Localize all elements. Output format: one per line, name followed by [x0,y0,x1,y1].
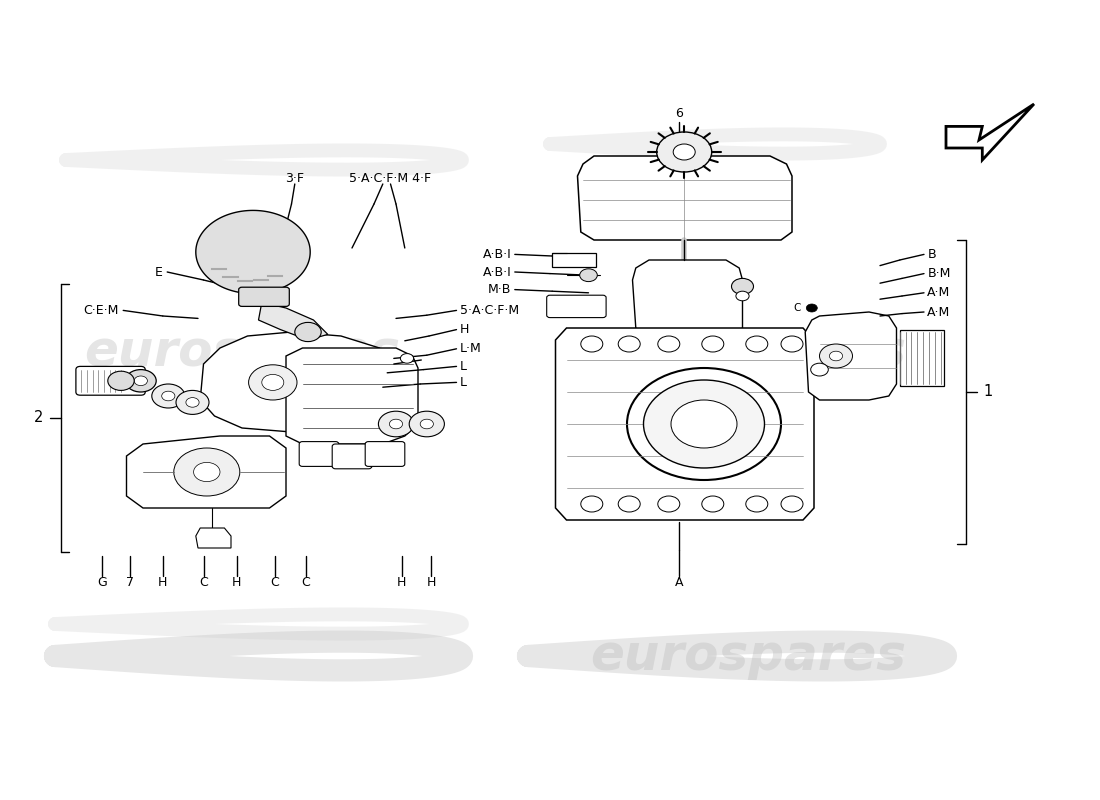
Text: C: C [301,576,310,589]
Text: L: L [460,376,466,389]
Circle shape [176,390,209,414]
Circle shape [134,376,147,386]
Circle shape [618,336,640,352]
Circle shape [580,269,597,282]
Text: L·M: L·M [460,342,482,355]
Circle shape [194,462,220,482]
FancyBboxPatch shape [365,442,405,466]
FancyBboxPatch shape [552,253,596,267]
Text: H: H [397,576,406,589]
Text: C·E·M: C·E·M [84,304,119,317]
Text: 7: 7 [125,576,134,589]
Text: A: A [674,576,683,589]
Text: C: C [271,576,279,589]
Text: H: H [427,576,436,589]
Circle shape [581,496,603,512]
Text: A·B·I: A·B·I [483,266,512,278]
Circle shape [806,304,817,312]
Text: eurospares: eurospares [590,632,906,680]
Polygon shape [258,302,328,340]
Text: B·M: B·M [927,267,950,280]
Text: 6: 6 [674,107,683,120]
Circle shape [671,400,737,448]
Text: L: L [460,360,466,373]
Text: 5·A·C·F·M 4·F: 5·A·C·F·M 4·F [350,172,431,185]
Polygon shape [946,104,1034,160]
Circle shape [781,496,803,512]
Text: A·M: A·M [927,286,950,299]
Circle shape [108,371,134,390]
Circle shape [658,336,680,352]
Text: 2: 2 [33,410,43,425]
FancyBboxPatch shape [239,287,289,306]
FancyBboxPatch shape [76,366,145,395]
Circle shape [746,336,768,352]
Text: A·M: A·M [927,306,950,318]
Text: E: E [155,266,163,278]
Polygon shape [196,210,310,294]
Circle shape [658,496,680,512]
Circle shape [673,144,695,160]
Circle shape [152,384,185,408]
Circle shape [186,398,199,407]
Circle shape [746,496,768,512]
Text: 3·F: 3·F [285,172,305,185]
Polygon shape [200,332,394,432]
Circle shape [811,363,828,376]
Polygon shape [632,260,743,336]
Text: eurospares: eurospares [84,328,400,376]
Circle shape [262,374,284,390]
FancyBboxPatch shape [332,444,372,469]
Circle shape [657,132,712,172]
Text: H: H [460,323,470,336]
Polygon shape [578,156,792,240]
Circle shape [702,496,724,512]
Circle shape [702,336,724,352]
Circle shape [420,419,433,429]
Circle shape [732,278,754,294]
Circle shape [389,419,403,429]
Polygon shape [196,528,231,548]
FancyBboxPatch shape [299,442,339,466]
Text: G: G [98,576,107,589]
Circle shape [829,351,843,361]
Polygon shape [556,328,814,520]
FancyBboxPatch shape [547,295,606,318]
Circle shape [736,291,749,301]
Text: M·B: M·B [488,283,512,296]
Text: C: C [793,303,801,313]
Circle shape [781,336,803,352]
Circle shape [409,411,444,437]
Circle shape [400,354,414,363]
Text: eurospares: eurospares [590,328,906,376]
Circle shape [249,365,297,400]
Circle shape [644,380,764,468]
Polygon shape [805,312,896,400]
Text: 5·A·C·F·M: 5·A·C·F·M [460,304,519,317]
Text: H: H [232,576,241,589]
Circle shape [618,496,640,512]
Circle shape [162,391,175,401]
Circle shape [378,411,414,437]
Text: 1: 1 [983,385,992,399]
Circle shape [581,336,603,352]
Polygon shape [126,436,286,508]
Text: A·B·I: A·B·I [483,248,512,261]
Polygon shape [286,348,418,444]
Text: H: H [158,576,167,589]
Text: C: C [199,576,208,589]
Circle shape [820,344,852,368]
Text: B: B [927,248,936,261]
Circle shape [125,370,156,392]
Circle shape [174,448,240,496]
Circle shape [295,322,321,342]
